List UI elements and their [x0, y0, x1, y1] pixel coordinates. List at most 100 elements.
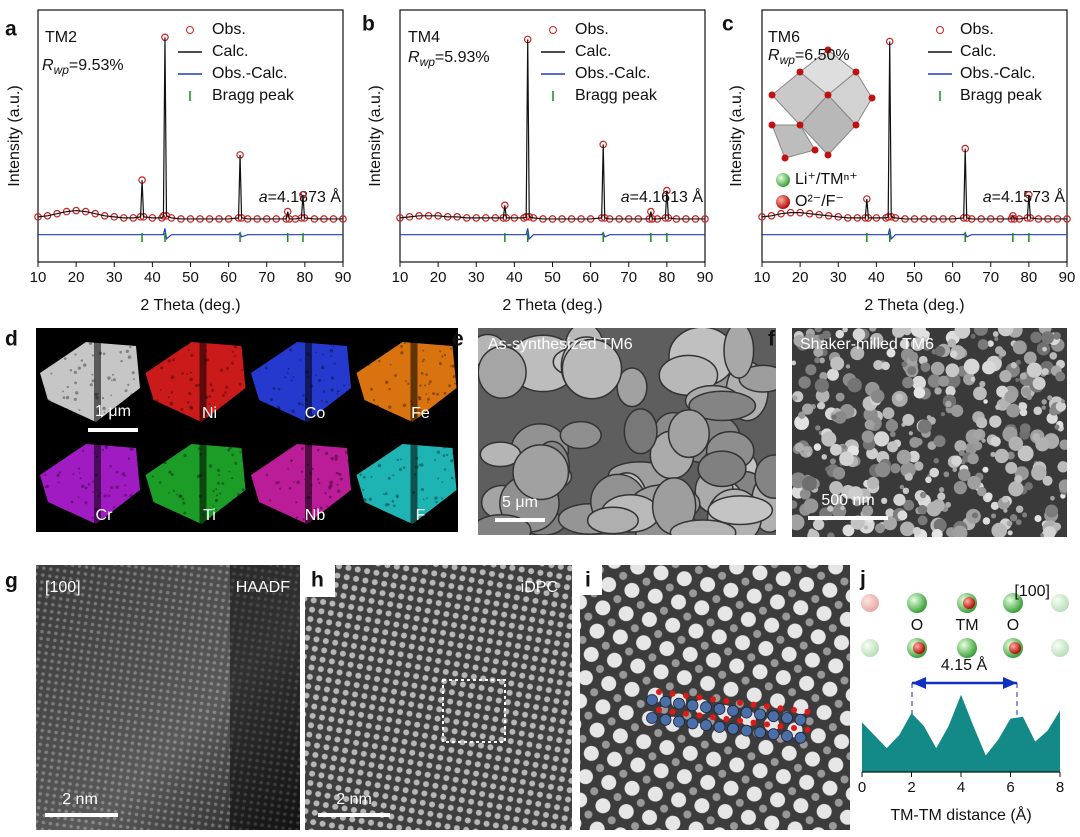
map-speckle: [441, 355, 444, 358]
map-speckle: [97, 494, 100, 497]
particle: [958, 449, 965, 457]
particle: [899, 484, 905, 490]
x-tick-label: 4: [957, 779, 965, 796]
particle: [806, 452, 812, 457]
map-speckle: [291, 409, 295, 413]
map-speckle: [157, 410, 161, 414]
map-speckle: [336, 393, 339, 396]
particle: [994, 448, 1009, 464]
element-label: Cr: [96, 507, 114, 524]
map-speckle: [189, 371, 192, 374]
map-speckle: [202, 513, 204, 516]
decoration: [868, 94, 876, 102]
map-speckle: [167, 359, 171, 363]
map-speckle: [437, 477, 440, 480]
map-speckle: [194, 384, 199, 388]
map-speckle: [236, 342, 238, 345]
particle: [1010, 362, 1017, 369]
atom-tm: [754, 708, 766, 721]
panel-title: TM6: [768, 29, 800, 46]
map-speckle: [362, 415, 366, 419]
map-speckle: [79, 477, 82, 480]
map-speckle: [70, 500, 74, 504]
panel-label: f: [768, 328, 776, 351]
map-speckle: [218, 474, 221, 477]
particle: [1023, 351, 1037, 365]
element-map: [251, 342, 351, 422]
map-speckle: [104, 445, 109, 450]
particle: [973, 328, 988, 336]
x-tick-label: 30: [106, 269, 123, 286]
map-speckle: [318, 481, 321, 485]
particle: [815, 388, 830, 403]
particle: [808, 528, 816, 535]
map-speckle: [111, 379, 113, 382]
atom-tm: [700, 701, 712, 714]
atom-o: [669, 690, 676, 697]
plot-frame: [399, 9, 706, 263]
particle: [995, 404, 1001, 410]
particle: [1017, 445, 1034, 462]
map-speckle: [304, 398, 308, 401]
map-speckle: [239, 343, 243, 347]
particle: [1040, 533, 1045, 537]
particle: [1035, 437, 1050, 452]
map-speckle: [199, 453, 203, 456]
map-speckle: [42, 410, 46, 414]
map-speckle: [322, 390, 326, 393]
y-axis-label: Intensity (a.u.): [6, 85, 23, 186]
rwp-subscript: wp: [420, 55, 436, 69]
map-speckle: [410, 400, 413, 403]
map-speckle: [167, 396, 170, 399]
particle: [861, 505, 874, 517]
map-speckle: [78, 472, 81, 474]
particle: [910, 328, 926, 338]
map-speckle: [453, 458, 457, 461]
map-speckle: [123, 474, 127, 477]
scale-bar-label: 5 μm: [502, 494, 538, 511]
map-speckle: [215, 488, 218, 491]
particle: [794, 442, 805, 453]
x-tick-label: 20: [68, 269, 85, 286]
map-speckle: [362, 488, 365, 491]
map-speckle: [420, 463, 424, 467]
map-speckle: [315, 374, 317, 376]
particle: [917, 515, 928, 526]
x-tick-label: 80: [659, 269, 676, 286]
map-speckle: [380, 445, 383, 448]
map-speckle: [446, 453, 449, 457]
map-speckle: [186, 400, 190, 404]
map-speckle: [186, 373, 189, 376]
particle: [792, 500, 798, 509]
map-speckle: [272, 387, 276, 390]
particle: [954, 328, 971, 339]
map-speckle: [307, 352, 310, 355]
particle: [877, 339, 883, 346]
map-speckle: [131, 371, 135, 375]
map-speckle: [98, 351, 103, 356]
map-speckle: [296, 480, 300, 484]
map-speckle: [134, 509, 138, 514]
obs-point: [647, 207, 655, 216]
particle: [1033, 406, 1043, 416]
zone-axis: [100]: [1014, 583, 1050, 600]
lattice-symbol: a: [621, 189, 630, 206]
particle: [991, 522, 1008, 537]
lattice-symbol: a: [983, 189, 992, 206]
map-speckle: [450, 347, 453, 350]
map-speckle: [316, 477, 320, 481]
particle: [952, 467, 958, 473]
map-speckle: [450, 508, 453, 511]
particle: [870, 389, 885, 403]
map-speckle: [71, 415, 76, 419]
map-speckle: [391, 500, 395, 503]
particle: [842, 328, 848, 333]
map-speckle: [197, 447, 201, 450]
map-speckle: [119, 350, 123, 354]
map-speckle: [77, 467, 81, 470]
map-speckle: [160, 366, 164, 370]
map-speckle: [101, 448, 105, 452]
map-speckle: [203, 358, 208, 363]
map-speckle: [43, 446, 47, 450]
